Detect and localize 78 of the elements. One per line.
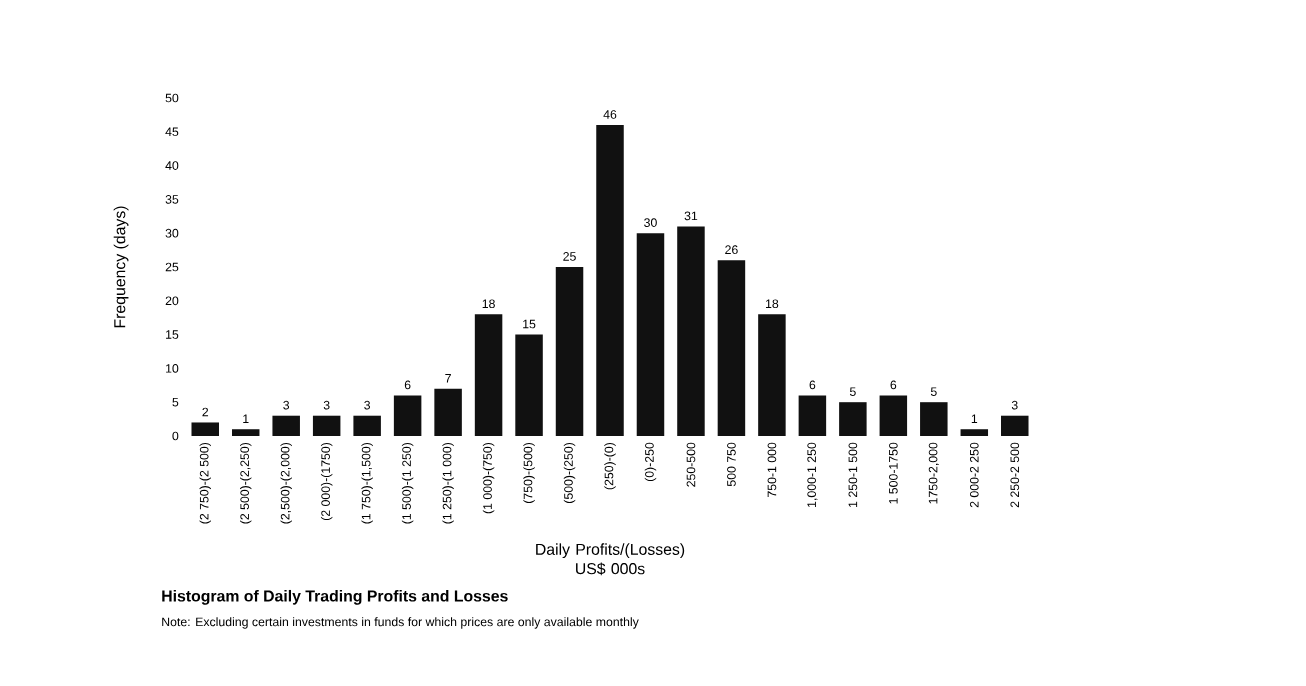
bar (798, 395, 827, 436)
bar (353, 415, 381, 436)
data-label: 31 (684, 211, 698, 221)
y-tick-label: 10 (166, 364, 179, 373)
x-tick-label: (2 750)-(2 500) (199, 442, 211, 524)
x-tick-label: 1 250-1 500 (848, 442, 858, 507)
data-label: 7 (445, 374, 451, 383)
data-label: 6 (809, 380, 816, 390)
data-label: 18 (482, 299, 495, 309)
x-tick-label: 1 500-1750 (889, 442, 898, 504)
x-tick-label: (0)-250 (644, 442, 657, 482)
y-tick-label: 20 (165, 296, 179, 306)
bar (879, 395, 908, 436)
bar (393, 395, 422, 436)
bar (596, 125, 624, 436)
data-label: 18 (766, 299, 779, 309)
x-tick-label: (1 500)-(1 250) (401, 442, 414, 524)
data-label: 25 (563, 252, 576, 261)
bar (758, 314, 786, 436)
y-tick-label: 15 (166, 330, 179, 339)
data-label: 3 (283, 400, 290, 410)
bar (636, 233, 665, 436)
x-tick-label: 1,000-1 250 (807, 442, 818, 507)
data-label: 1 (971, 414, 978, 424)
x-tick-label: 1750-2,000 (928, 442, 939, 504)
x-tick-label: (1 750)-(1,500) (361, 442, 373, 524)
y-tick-label: 30 (165, 228, 179, 238)
data-label: 6 (890, 380, 897, 390)
data-label: 5 (849, 387, 856, 396)
data-label: 46 (603, 110, 617, 119)
bar (312, 415, 341, 436)
data-label: 15 (523, 319, 536, 329)
x-tick-label: (500)-(250) (563, 442, 576, 503)
data-label: 1 (243, 414, 249, 424)
x-tick-label: 750-1 000 (767, 442, 777, 497)
x-axis-title: Daily Profits/(Losses) US$ 000s (536, 543, 685, 576)
x-tick-label: (250)-(0) (604, 442, 616, 490)
y-tick-label: 50 (165, 93, 179, 103)
bar (1001, 415, 1029, 436)
x-tick-label: (1 000)-(750) (482, 442, 495, 514)
bar (474, 314, 503, 436)
y-tick-label: 35 (165, 195, 179, 204)
bar (920, 402, 948, 436)
bar (677, 226, 705, 436)
bar (231, 429, 260, 436)
x-tick-label: 2 250-2 500 (1010, 442, 1020, 508)
y-axis-title: Frequency (days) (113, 206, 129, 328)
x-tick-label: 2 000-2 250 (969, 442, 979, 508)
data-label: 30 (644, 218, 657, 227)
x-tick-label: 250-500 (686, 442, 696, 487)
bar (555, 266, 584, 436)
x-tick-label: 500 750 (727, 442, 736, 487)
text: Note: Excluding certain investments in funds for which prices are only available monthly (162, 617, 639, 629)
bar (839, 402, 867, 436)
text: Histogram of Daily Trading Profits and Losses (162, 589, 508, 605)
x-tick-label: (2,500)-(2,000) (280, 442, 292, 524)
data-label: 5 (930, 387, 937, 396)
x-tick-label: (750)-(500) (523, 442, 535, 503)
data-label: 3 (323, 400, 330, 410)
y-tick-label: 0 (172, 431, 179, 441)
data-label: 3 (1011, 400, 1018, 410)
x-tick-label: (2 500)-(2,250) (240, 442, 252, 524)
y-tick-label: 40 (165, 161, 179, 170)
bar (515, 334, 543, 436)
bar (960, 429, 989, 436)
data-label: 2 (202, 407, 209, 417)
data-label: 26 (725, 245, 738, 255)
y-tick-label: 5 (172, 397, 179, 407)
data-label: 3 (364, 400, 371, 410)
bar (434, 388, 462, 436)
bar (191, 422, 219, 436)
x-tick-label: (2 000)-(1750) (320, 442, 333, 521)
bar (717, 260, 746, 436)
data-label: 6 (404, 380, 411, 390)
bar (272, 415, 300, 436)
y-tick-label: 45 (165, 127, 179, 137)
y-tick-label: 25 (165, 262, 179, 272)
x-tick-label: (1 250)-(1 000) (442, 442, 454, 524)
